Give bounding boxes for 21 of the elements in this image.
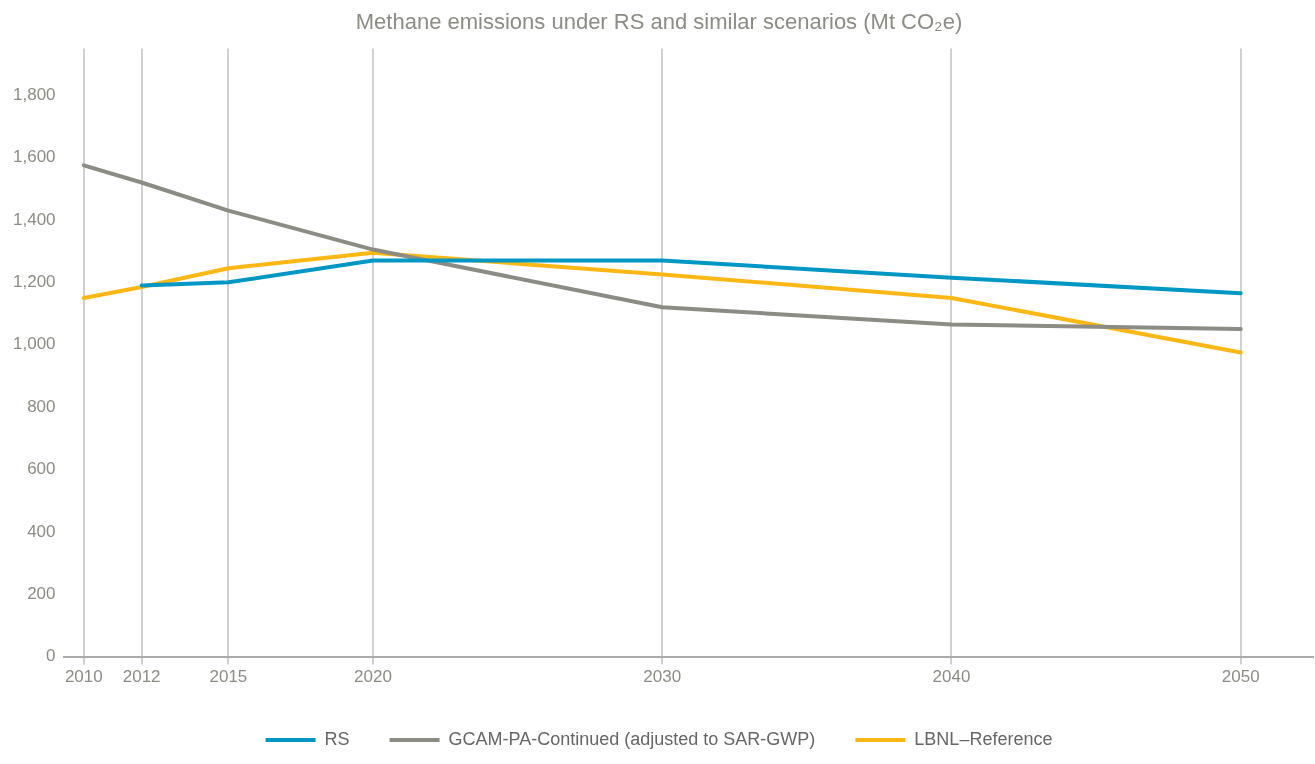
y-tick-label: 1,400 [12, 209, 56, 229]
x-tick-label: 2030 [643, 667, 682, 687]
y-tick-label: 1,200 [12, 272, 56, 292]
y-tick-label: 200 [27, 583, 56, 603]
y-tick-label: 1,800 [12, 84, 56, 104]
chart-title: Methane emissions under RS and similar scenarios (Mt CO₂e) [355, 9, 963, 35]
x-tick-label: 2015 [209, 667, 248, 687]
x-tick-label: 2050 [1221, 667, 1260, 687]
legend-label: GCAM-PA-Continued (adjusted to SAR-GWP) [448, 728, 816, 749]
legend-label: RS [324, 728, 350, 749]
legend-label: LBNL–Reference [914, 728, 1053, 749]
y-tick-label: 800 [27, 396, 56, 416]
y-tick-label: 600 [27, 459, 56, 479]
y-tick-label: 1,000 [12, 334, 56, 354]
y-tick-label: 1,600 [12, 147, 56, 167]
x-tick-label: 2010 [64, 667, 103, 687]
x-tick-label: 2020 [354, 667, 392, 687]
x-tick-label: 2040 [932, 667, 971, 687]
y-tick-label: 400 [27, 521, 56, 541]
y-tick-label: 0 [46, 646, 56, 666]
x-tick-label: 2012 [122, 667, 161, 687]
